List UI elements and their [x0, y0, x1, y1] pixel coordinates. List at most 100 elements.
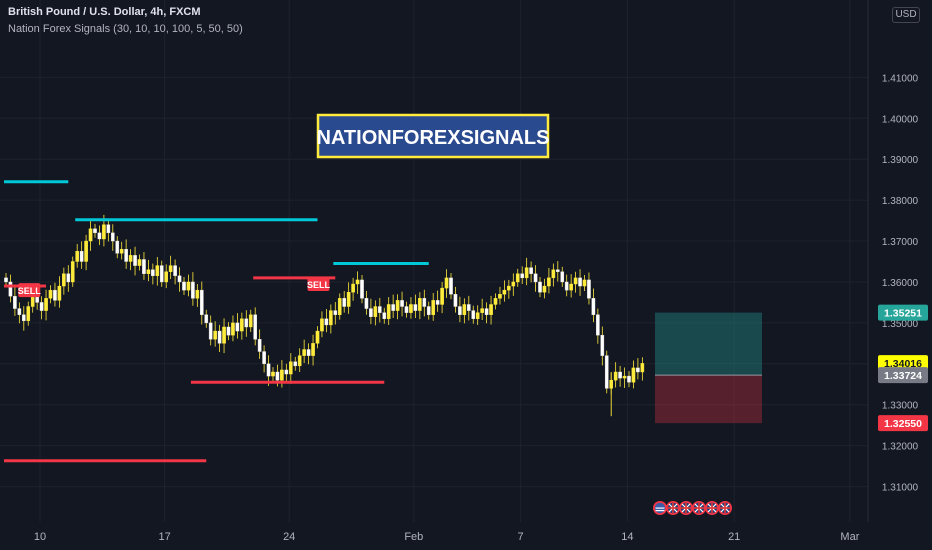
- candle-body: [155, 265, 160, 277]
- candle-body: [53, 289, 57, 301]
- candle-body: [382, 312, 387, 319]
- candle-body: [151, 269, 155, 277]
- candle-body: [306, 349, 311, 356]
- candle-body: [547, 277, 551, 287]
- candle-body: [515, 273, 520, 283]
- candle-body: [395, 300, 400, 311]
- candle-body: [26, 306, 31, 322]
- candle-body: [400, 300, 404, 307]
- time-tick-label: 24: [283, 531, 295, 543]
- candle-body: [13, 296, 17, 309]
- candle-body: [573, 277, 578, 285]
- candle-body: [453, 294, 458, 307]
- chart-title: British Pound / U.S. Dollar, 4h, FXCM: [8, 6, 201, 18]
- candle-body: [191, 281, 195, 299]
- candle-body: [177, 275, 182, 283]
- candle-body: [297, 355, 302, 367]
- candle-body: [578, 277, 582, 287]
- us-flag-icon[interactable]: [653, 501, 667, 515]
- candle-body: [431, 300, 436, 315]
- candle-body: [222, 326, 226, 344]
- candle-body: [409, 304, 413, 313]
- candle-body: [538, 281, 542, 293]
- time-tick-label: 21: [728, 531, 740, 543]
- watermark-box: NATIONFOREXSIGNALS: [317, 113, 549, 159]
- candle-body: [102, 224, 106, 240]
- uk-flag-icon[interactable]: [666, 501, 680, 515]
- candle-body: [35, 296, 39, 303]
- candle-body: [204, 314, 209, 324]
- time-axis[interactable]: 101724Feb71421Mar714: [34, 531, 932, 543]
- price-tick-label: 1.39000: [882, 155, 919, 166]
- time-tick-label: 17: [158, 531, 170, 543]
- candle-body: [133, 255, 137, 266]
- uk-flag-icon[interactable]: [705, 501, 719, 515]
- uk-flag-icon[interactable]: [679, 501, 693, 515]
- candle-body: [8, 281, 13, 297]
- candle-body: [333, 310, 338, 315]
- candle-body: [604, 355, 609, 389]
- candle-body: [195, 289, 200, 299]
- price-tick-label: 1.33000: [882, 401, 919, 412]
- uk-flag-icon[interactable]: [718, 501, 732, 515]
- candle-body: [618, 371, 622, 379]
- position-tool[interactable]: [655, 312, 762, 424]
- candle-body: [248, 314, 253, 328]
- candle-body: [458, 306, 462, 315]
- uk-flag-icon[interactable]: [692, 501, 706, 515]
- candle-body: [529, 267, 533, 274]
- candle-body: [475, 312, 480, 319]
- candle-body: [231, 322, 235, 336]
- price-tick-label: 1.35000: [882, 319, 919, 330]
- candle-body: [280, 369, 284, 381]
- candle-body: [284, 369, 289, 375]
- indicator-legend[interactable]: Nation Forex Signals (30, 10, 10, 100, 5…: [8, 23, 243, 35]
- candle-body: [471, 310, 476, 319]
- price-label-tag: [878, 367, 928, 384]
- candle-body: [378, 306, 382, 313]
- candle-body: [404, 306, 409, 313]
- candle-body: [84, 240, 88, 262]
- price-label-value: 1.32550: [884, 418, 922, 430]
- candle-body: [360, 279, 364, 299]
- candle-body: [119, 249, 124, 254]
- candle-body: [257, 339, 262, 352]
- sell-signal-label: SELL: [307, 280, 331, 290]
- price-tick-label: 1.36000: [882, 278, 919, 289]
- candle-body: [355, 279, 360, 285]
- take-profit-zone: [655, 312, 762, 376]
- candle-body: [449, 277, 453, 295]
- candle-body: [444, 277, 449, 289]
- candle-body: [426, 306, 431, 315]
- price-label-value: 1.35251: [884, 308, 922, 320]
- candle-body: [4, 277, 8, 283]
- economic-events[interactable]: [653, 501, 732, 515]
- candle-body: [186, 281, 191, 291]
- candle-body: [57, 285, 62, 301]
- currency-badge[interactable]: USD: [892, 7, 920, 23]
- candle-body: [507, 285, 511, 291]
- candle-body: [17, 308, 22, 315]
- candle-body: [168, 265, 173, 272]
- candle-body: [289, 361, 293, 375]
- candle-body: [587, 279, 591, 299]
- candle-body: [351, 283, 355, 293]
- candle-body: [440, 287, 444, 305]
- sell-signals: SELL SELL: [18, 277, 331, 298]
- candle-body: [240, 318, 244, 332]
- candle-body: [489, 304, 493, 315]
- candle-body: [337, 298, 342, 315]
- candle-body: [560, 271, 565, 283]
- candle-body: [564, 281, 569, 291]
- price-tick-label: 1.38000: [882, 196, 919, 207]
- candle-body: [467, 304, 471, 311]
- candle-body: [542, 285, 547, 293]
- candle-body: [173, 265, 177, 277]
- candle-body: [315, 330, 320, 344]
- candle-body: [435, 300, 440, 305]
- candle-body: [217, 330, 222, 344]
- candle-body: [137, 259, 142, 266]
- candles: [4, 214, 645, 417]
